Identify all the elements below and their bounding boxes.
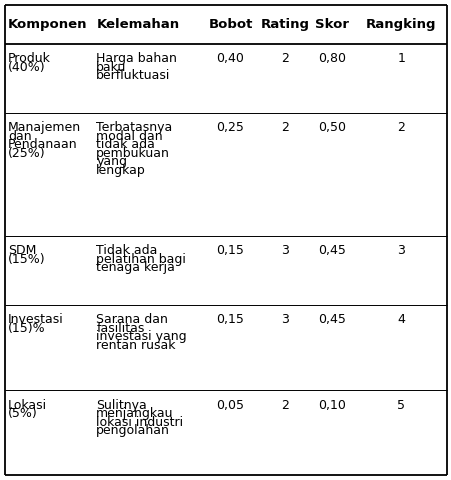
Text: 4: 4 xyxy=(396,313,404,326)
Text: investasi yang: investasi yang xyxy=(96,330,186,343)
Text: Kelemahan: Kelemahan xyxy=(96,18,179,31)
Text: pengolahan: pengolahan xyxy=(96,424,170,437)
Text: Lokasi: Lokasi xyxy=(8,398,47,411)
Text: 0,80: 0,80 xyxy=(318,52,345,65)
Text: lengkap: lengkap xyxy=(96,164,146,177)
Text: yang: yang xyxy=(96,156,127,168)
Text: (25%): (25%) xyxy=(8,147,46,160)
Text: (15)%: (15)% xyxy=(8,322,46,335)
Text: baku: baku xyxy=(96,61,126,74)
Text: fasilitas: fasilitas xyxy=(96,322,144,335)
Text: Tidak ada: Tidak ada xyxy=(96,244,157,257)
Text: Skor: Skor xyxy=(314,18,349,31)
Text: SDM: SDM xyxy=(8,244,37,257)
Text: 0,50: 0,50 xyxy=(318,121,345,134)
Text: berfluktuasi: berfluktuasi xyxy=(96,69,170,82)
Text: Sulitnya: Sulitnya xyxy=(96,398,147,411)
Text: tidak ada: tidak ada xyxy=(96,138,155,151)
Text: 0,40: 0,40 xyxy=(216,52,244,65)
Text: 2: 2 xyxy=(280,121,288,134)
Text: 1: 1 xyxy=(396,52,404,65)
Text: Terbatasnya: Terbatasnya xyxy=(96,121,172,134)
Text: Pendanaan: Pendanaan xyxy=(8,138,78,151)
Text: 2: 2 xyxy=(280,398,288,411)
Text: 3: 3 xyxy=(280,244,288,257)
Text: pembukuan: pembukuan xyxy=(96,147,170,160)
Text: 2: 2 xyxy=(396,121,404,134)
Text: 0,45: 0,45 xyxy=(318,244,345,257)
Text: 3: 3 xyxy=(280,313,288,326)
Text: 0,15: 0,15 xyxy=(216,313,244,326)
Text: 3: 3 xyxy=(396,244,404,257)
Text: (15%): (15%) xyxy=(8,253,46,266)
Text: Bobot: Bobot xyxy=(208,18,252,31)
Text: tenaga kerja: tenaga kerja xyxy=(96,261,175,274)
Text: 0,10: 0,10 xyxy=(318,398,345,411)
Text: 0,05: 0,05 xyxy=(216,398,244,411)
Text: (40%): (40%) xyxy=(8,61,46,74)
Text: rentan rusak: rentan rusak xyxy=(96,339,175,352)
Text: pelatihan bagi: pelatihan bagi xyxy=(96,253,186,266)
Text: lokasi industri: lokasi industri xyxy=(96,416,183,429)
Text: Rating: Rating xyxy=(260,18,308,31)
Text: modal dan: modal dan xyxy=(96,130,162,143)
Text: Manajemen: Manajemen xyxy=(8,121,81,134)
Text: menjangkau: menjangkau xyxy=(96,407,173,420)
Text: Harga bahan: Harga bahan xyxy=(96,52,177,65)
Text: 5: 5 xyxy=(396,398,404,411)
Text: 0,45: 0,45 xyxy=(318,313,345,326)
Text: Rangking: Rangking xyxy=(365,18,435,31)
Text: 0,15: 0,15 xyxy=(216,244,244,257)
Text: dan: dan xyxy=(8,130,32,143)
Text: 0,25: 0,25 xyxy=(216,121,244,134)
Text: (5%): (5%) xyxy=(8,407,38,420)
Text: Sarana dan: Sarana dan xyxy=(96,313,168,326)
Text: Komponen: Komponen xyxy=(8,18,87,31)
Text: Produk: Produk xyxy=(8,52,51,65)
Text: 2: 2 xyxy=(280,52,288,65)
Text: Investasi: Investasi xyxy=(8,313,64,326)
